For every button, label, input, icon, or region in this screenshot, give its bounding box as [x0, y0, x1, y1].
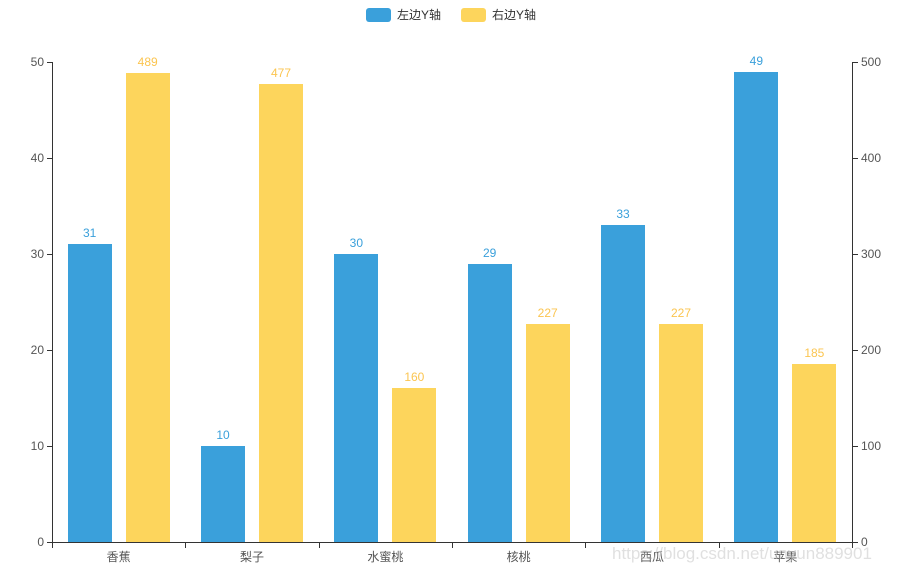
x-axis-tick	[318, 542, 320, 548]
right-axis-tick	[853, 158, 858, 159]
bar-value-label: 31	[82, 226, 97, 241]
bar-value-label: 489	[137, 54, 158, 69]
bar-left-水蜜桃[interactable]	[334, 254, 379, 542]
bar-value-label: 227	[537, 306, 558, 321]
x-axis-category-label: 西瓜	[639, 550, 664, 564]
bar-right-苹果[interactable]	[792, 364, 837, 542]
left-axis-tick	[47, 446, 52, 447]
bar-right-核桃[interactable]	[525, 324, 570, 542]
x-axis-category-label: 水蜜桃	[367, 550, 404, 564]
right-axis-tick	[853, 350, 858, 351]
bar-right-梨子[interactable]	[259, 84, 303, 542]
legend-label: 右边Y轴	[492, 8, 537, 22]
legend-item-1[interactable]: 右边Y轴	[456, 6, 541, 23]
left-axis-tick	[47, 542, 52, 543]
bar-right-水蜜桃[interactable]	[392, 388, 437, 542]
x-axis-tick	[185, 542, 187, 548]
x-axis-tick	[452, 542, 453, 548]
bar-left-苹果[interactable]	[734, 71, 779, 542]
bar-value-label: 30	[349, 236, 363, 250]
bar-value-label: 477	[270, 66, 292, 81]
bar-right-西瓜[interactable]	[659, 324, 703, 542]
right-axis-tick-label: 100	[861, 439, 882, 453]
right-axis-tick-label: 400	[861, 151, 882, 165]
legend-swatch-icon	[461, 7, 486, 22]
left-axis-tick-label: 30	[30, 247, 44, 261]
bar-value-label: 160	[404, 370, 425, 385]
left-axis-tick-label: 50	[30, 55, 44, 69]
left-axis-tick-label: 10	[30, 439, 44, 453]
bar-value-label: 227	[670, 306, 692, 321]
x-axis-category-label: 核桃	[506, 550, 531, 564]
bar-value-label: 49	[749, 53, 763, 68]
left-axis-tick-label: 40	[30, 151, 44, 165]
right-axis-tick	[853, 62, 858, 63]
right-axis-tick	[853, 542, 858, 543]
bar-right-香蕉[interactable]	[125, 72, 170, 542]
bar-left-梨子[interactable]	[201, 446, 245, 542]
x-axis-category-label: 苹果	[773, 550, 798, 564]
bar-value-label: 185	[804, 346, 825, 361]
bar-value-label: 29	[482, 245, 497, 260]
x-axis-tick	[585, 542, 587, 548]
left-axis-tick	[47, 254, 52, 255]
bar-left-西瓜[interactable]	[601, 225, 645, 542]
bar-left-核桃[interactable]	[467, 263, 512, 542]
legend-label: 左边Y轴	[396, 8, 441, 22]
legend-swatch-icon	[365, 7, 391, 22]
x-axis-tick	[718, 542, 720, 548]
x-axis-category-label: 梨子	[239, 550, 264, 564]
right-axis-line	[852, 62, 853, 543]
x-axis-category-label: 香蕉	[106, 550, 131, 564]
left-axis-tick	[47, 62, 52, 63]
right-axis-tick-label: 300	[861, 247, 882, 261]
left-axis-tick-label: 20	[30, 343, 44, 357]
right-axis-tick	[853, 254, 858, 255]
x-axis-tick	[52, 542, 53, 548]
right-axis-tick-label: 200	[861, 343, 882, 357]
left-axis-tick	[47, 350, 52, 351]
right-axis-tick	[853, 446, 858, 447]
left-axis-line	[52, 62, 53, 543]
bar-value-label: 10	[216, 428, 230, 442]
bar-left-香蕉[interactable]	[67, 244, 112, 542]
right-axis-tick-label: 500	[861, 55, 882, 69]
left-axis-tick	[47, 158, 52, 159]
right-axis-tick-label: 0	[861, 535, 868, 549]
legend-item-0[interactable]: 左边Y轴	[361, 6, 446, 23]
legend: 左边Y轴 右边Y轴	[0, 6, 902, 23]
x-axis-tick	[852, 542, 853, 548]
bar-value-label: 33	[616, 207, 630, 222]
left-axis-tick-label: 0	[37, 535, 44, 549]
